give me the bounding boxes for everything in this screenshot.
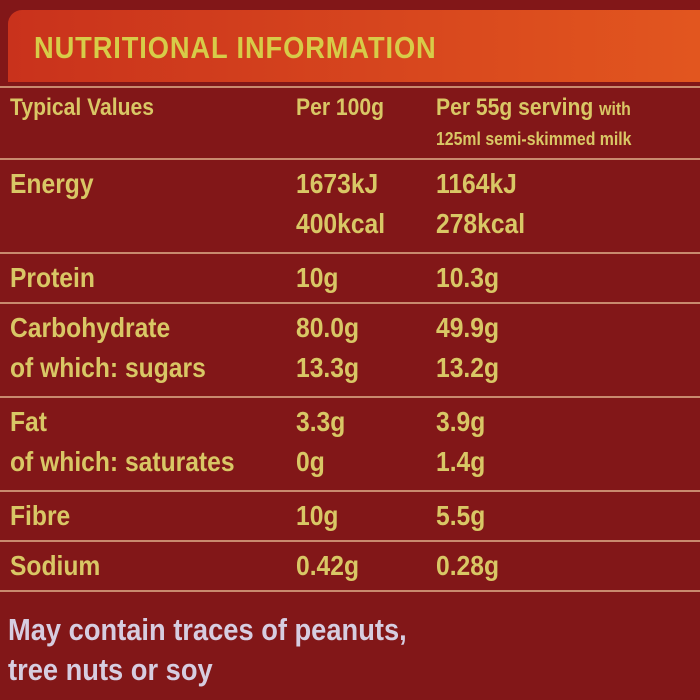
footer-line: May contain traces of peanuts, — [8, 612, 407, 647]
head-label: Typical Values — [10, 94, 155, 121]
cell-label: Fat — [10, 406, 47, 437]
header-band — [8, 10, 700, 82]
rule — [0, 158, 700, 160]
cell-per100: 13.3g — [296, 352, 360, 383]
cell-per55: 5.5g — [436, 500, 486, 531]
cell-per55: 278kcal — [436, 208, 526, 239]
cell-label: Carbohydrate — [10, 312, 171, 343]
head-per100: Per 100g — [296, 94, 385, 121]
head-note: 125ml semi-skimmed milk — [436, 129, 632, 149]
cell-label: of which: sugars — [10, 352, 206, 383]
rule — [0, 302, 700, 304]
cell-per55: 3.9g — [436, 406, 486, 437]
cell-label: Fibre — [10, 500, 71, 531]
cell-per55: 49.9g — [436, 312, 500, 343]
head-with: with — [599, 99, 631, 119]
rule — [0, 490, 700, 492]
rule — [0, 252, 700, 254]
cell-label: Energy — [10, 168, 94, 199]
cell-per100: 3.3g — [296, 406, 346, 437]
cell-per55: 13.2g — [436, 352, 500, 383]
title: NUTRITIONAL INFORMATION — [34, 30, 437, 65]
cell-per100: 10g — [296, 262, 339, 293]
cell-per100: 10g — [296, 500, 339, 531]
cell-per100: 400kcal — [296, 208, 386, 239]
rule — [0, 86, 700, 88]
cell-per55: 1164kJ — [436, 168, 517, 199]
cell-per100: 0.42g — [296, 550, 360, 581]
cell-label: Sodium — [10, 550, 101, 581]
head-per55: Per 55g serving with — [436, 96, 631, 120]
cell-per100: 80.0g — [296, 312, 360, 343]
rule — [0, 396, 700, 398]
rule — [0, 540, 700, 542]
cell-per55: 1.4g — [436, 446, 486, 477]
footer-line: tree nuts or soy — [8, 652, 213, 687]
cell-label: of which: saturates — [10, 446, 235, 477]
rule — [0, 590, 700, 592]
cell-label: Protein — [10, 262, 95, 293]
cell-per55: 0.28g — [436, 550, 500, 581]
cell-per55: 10.3g — [436, 262, 500, 293]
head-per55-text: Per 55g serving — [436, 94, 594, 121]
cell-per100: 1673kJ — [296, 168, 379, 199]
cell-per100: 0g — [296, 446, 325, 477]
